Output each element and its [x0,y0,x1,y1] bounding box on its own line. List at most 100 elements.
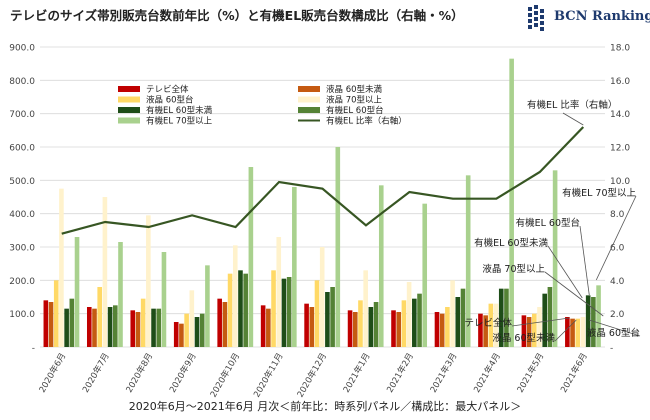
legend-label: 液晶 60型未満 [326,84,383,95]
x-tick-label: 2021年5月 [515,351,547,395]
annotation-oled60-leader [579,225,590,296]
x-tick-label: 2020年11月 [251,351,285,399]
bar [102,197,108,347]
y-right-tick-label: 4.0 [610,277,625,287]
bar [286,277,292,347]
y-right-tick-label: 2.0 [610,310,625,320]
bar [537,307,542,347]
y-left-tick-label: 300.0 [9,244,35,254]
annotation-lcd70: 液晶 70型以上 [482,263,545,275]
bar [74,237,80,347]
legend-swatch [118,86,140,92]
bar [173,322,179,347]
legend-swatch [118,107,140,113]
legend-swatch [298,86,320,92]
legend-label: テレビ全体 [146,84,189,95]
x-tick-label: 2020年12月 [295,351,329,399]
y-left-tick-label: 700.0 [9,110,35,120]
annotation-tv: テレビ全体 [464,317,512,329]
y-right-tick-label: 12.0 [610,144,630,154]
bar [368,307,374,347]
bar [521,315,527,347]
line-label-leader [562,112,584,126]
bar [156,308,162,347]
bar [591,297,596,347]
x-tick-label: 2020年10月 [208,351,242,399]
bar [135,312,141,347]
bar [596,285,601,347]
bar [86,307,92,347]
bar [483,315,488,347]
annotation-tv-leader [511,317,570,327]
annotation-oled60u-leader [547,245,583,299]
bar [455,297,461,347]
bar [542,293,548,347]
bar [585,295,591,347]
annotation-lcd60u-leader [554,319,577,342]
y-left-tick-label: 500.0 [9,177,35,187]
bar [53,280,59,347]
legend-swatch [118,117,140,124]
bar [445,307,450,347]
bar [352,312,358,347]
bar [460,288,466,347]
annotation-lcd70-leader [544,271,604,317]
bar [161,252,167,347]
y-left-tick-label: 100.0 [9,310,35,320]
x-tick-label: 2021年2月 [384,351,416,395]
bar [498,288,504,347]
bar [276,237,282,347]
x-tick-label: 2021年3月 [428,351,460,395]
bar [199,313,205,347]
bar [450,280,455,347]
bar [488,303,494,347]
bar [217,298,222,347]
chart-caption: 2020年6月～2021年6月 月次＜前年比：時系列パネル／構成比：最大パネル＞ [128,400,522,413]
bar [570,318,575,347]
bar [434,312,440,347]
bar [227,273,233,347]
chart-title: テレビのサイズ帯別販売台数前年比（%）と有機EL販売台数構成比（右軸・%） [10,8,464,23]
bar [401,300,407,347]
annotation-lcd60u: 液晶 60型未満 [492,332,555,344]
bar [391,310,396,347]
y-right-tick-label: 8.0 [610,210,625,220]
y-left-tick-label: 900.0 [9,44,35,54]
bar [271,270,276,347]
bar [130,310,136,347]
bar [330,287,335,347]
y-left-tick-label: 800.0 [9,77,35,87]
annotation-lcd60: 液晶 60型台 [587,327,640,339]
x-tick-label: 2021年4月 [471,351,503,395]
y-left-tick-label: 200.0 [9,277,35,287]
logo-text: BCN Ranking [554,9,650,24]
bar [48,302,54,347]
bar [552,170,558,347]
bar [112,305,118,347]
bar [140,298,146,347]
bar [260,305,266,347]
annotation-oled60u: 有機EL 60型未満 [474,237,548,249]
bar [417,293,422,347]
bar [151,308,156,347]
bar [43,300,49,347]
bar [412,298,417,347]
bar [222,302,228,347]
y-left-tick-label: 600.0 [9,144,35,154]
bar [232,245,238,347]
annotation-oled70-leader [595,195,637,281]
logo-mark-icon [528,5,544,31]
bar [396,312,402,347]
bar [347,310,353,347]
bar [335,147,341,347]
bar [179,323,184,347]
legend-swatch [298,96,320,103]
bar [92,308,97,347]
bar [64,308,69,347]
annotation-lcd60-leader [589,319,641,337]
legend-label: 液晶 70型以上 [326,95,383,106]
legend-label: 有機EL 60型未満 [146,105,213,116]
bar [243,273,248,347]
bar [575,318,581,347]
